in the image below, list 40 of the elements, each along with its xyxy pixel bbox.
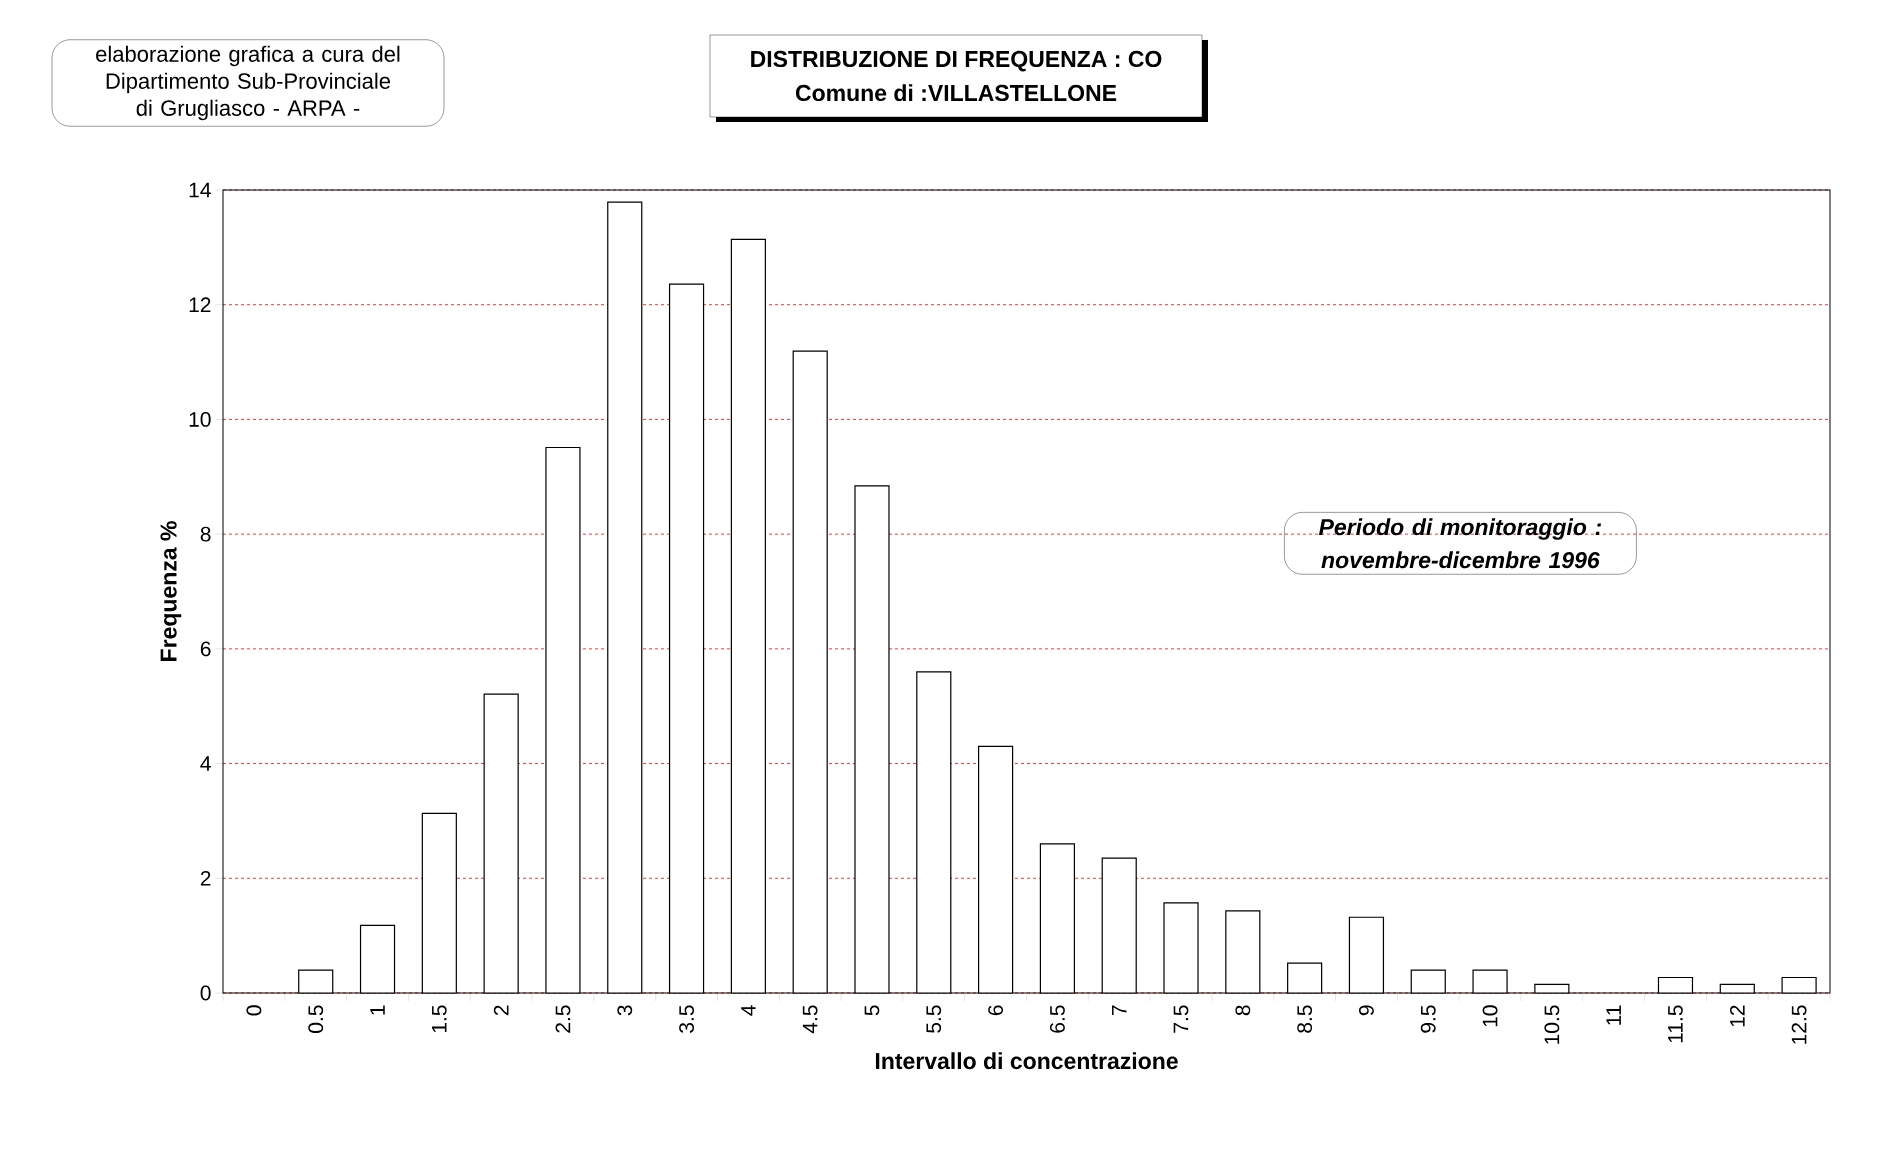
chart-subtitle: Comune di :VILLASTELLONE (795, 84, 1117, 102)
y-tick-label: 14 (189, 182, 211, 198)
x-tick-label: 1.5 (432, 1005, 447, 1033)
x-tick-label: 11.5 (1668, 1005, 1683, 1043)
x-tick-label: 4.5 (802, 1005, 818, 1034)
y-tick-label: 0 (200, 985, 211, 1001)
x-tick-label: 0.5 (308, 1005, 324, 1033)
x-tick-label: 2 (493, 1005, 509, 1016)
x-tick-label: 10.5 (1544, 1005, 1560, 1044)
x-axis-title: Intervallo di concentrazione (875, 1052, 1178, 1070)
text: elaborazione grafica a cura del Dipartimento Sub-Provinciale di Grugliasco - ARPA - (96, 45, 400, 121)
x-tick-label: 4 (741, 1005, 756, 1016)
y-tick-label: 6 (200, 641, 211, 657)
y-tick-label: 2 (200, 870, 211, 886)
x-tick-label: 3 (617, 1005, 633, 1016)
y-tick-label: 4 (200, 756, 211, 771)
x-tick-label: 12 (1729, 1005, 1745, 1027)
y-tick-label: 12 (189, 297, 211, 313)
x-tick-label: 5.5 (926, 1005, 942, 1033)
x-tick-label: 12.5 (1791, 1005, 1807, 1044)
x-tick-label: 3.5 (679, 1005, 694, 1033)
x-tick-label: 7.5 (1173, 1005, 1189, 1033)
x-tick-label: 1 (370, 1005, 385, 1015)
y-tick-label: 10 (189, 411, 211, 427)
x-tick-label: 9 (1359, 1005, 1374, 1016)
chart-title: DISTRIBUZIONE DI FREQUENZA : CO (751, 50, 1162, 72)
x-tick-label: 11 (1606, 1005, 1621, 1025)
x-tick-label: 7 (1111, 1005, 1127, 1016)
x-tick-label: 8 (1235, 1005, 1251, 1016)
x-tick-label: 9.5 (1420, 1005, 1436, 1033)
x-tick-label: 0 (246, 1005, 262, 1016)
x-tick-label: 2.5 (555, 1005, 571, 1033)
x-tick-label: 6.5 (1049, 1005, 1065, 1033)
annotation: Periodo di monitoraggio : novembre-dicembre 1996 (1318, 518, 1602, 569)
x-tick-label: 8.5 (1297, 1005, 1313, 1033)
y-tick-label: 8 (200, 526, 211, 542)
y-axis-title: Frequenza % (160, 521, 182, 661)
x-tick-label: 10 (1482, 1005, 1498, 1027)
x-tick-label: 6 (988, 1005, 1004, 1016)
x-tick-label: 5 (864, 1005, 880, 1016)
